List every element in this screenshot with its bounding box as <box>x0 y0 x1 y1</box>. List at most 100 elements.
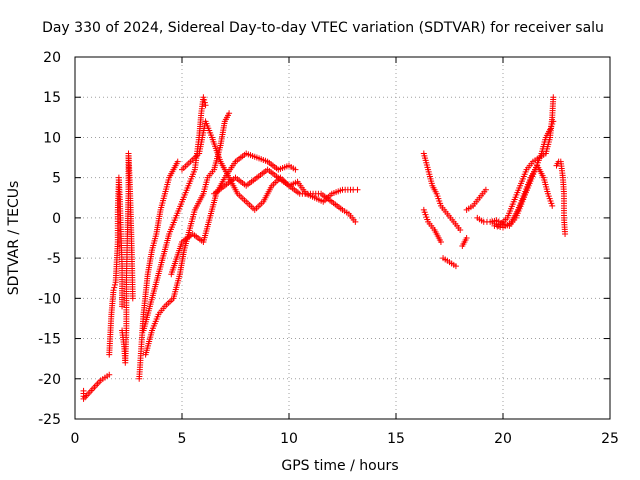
data-point-trail <box>518 168 529 187</box>
data-point-trail <box>112 241 121 284</box>
data-point <box>110 287 117 294</box>
y-tick-label: 0 <box>52 211 61 227</box>
data-point-trail <box>117 201 124 235</box>
data-point-trail <box>432 228 443 244</box>
data-point-trail <box>442 256 451 264</box>
data-point-trail <box>99 373 111 382</box>
y-tick-label: 10 <box>43 130 61 146</box>
x-tick-label: 5 <box>178 431 187 447</box>
data-point-trail <box>223 176 237 188</box>
data-point-trail <box>171 160 180 171</box>
x-tick-label: 25 <box>601 431 619 447</box>
x-tick-label: 15 <box>387 431 405 447</box>
data-point-trail <box>206 168 216 179</box>
data-point-trail <box>82 379 103 401</box>
y-axis-label: SDTVAR / TECUs <box>6 181 22 296</box>
data-point-trail <box>140 273 151 316</box>
data-point <box>549 202 556 209</box>
data-point-trail <box>452 220 462 231</box>
y-tick-label: -5 <box>47 251 61 267</box>
data-point-trail <box>543 136 553 155</box>
data-point-trail <box>158 193 168 211</box>
data-point-trail <box>212 184 227 196</box>
data-point-trail <box>111 281 118 291</box>
data-point-trail <box>255 167 269 180</box>
chart-title: Day 330 of 2024, Sidereal Day-to-day VTE… <box>42 20 604 36</box>
data-point-trail <box>136 345 145 380</box>
data-point <box>482 186 489 193</box>
data-point-trail <box>549 96 557 119</box>
data-point-trail <box>511 185 523 203</box>
data-point-trail <box>561 217 568 235</box>
x-tick-label: 10 <box>280 431 298 447</box>
data-point-trail <box>122 329 130 364</box>
data-point-trail <box>167 168 176 179</box>
data-point-trail <box>118 233 126 267</box>
data-point-trail <box>430 184 439 195</box>
data-point-trail <box>434 193 444 207</box>
data-point-trail <box>127 209 135 251</box>
data-point-trail <box>114 209 121 243</box>
data-point-trail <box>128 249 136 300</box>
y-tick-label: 5 <box>52 171 61 187</box>
data-point-trail <box>209 136 223 163</box>
data-point-trail <box>538 151 547 160</box>
data-point-trail <box>330 187 344 196</box>
x-tick-label: 20 <box>494 431 512 447</box>
data-point-trail <box>207 192 219 219</box>
data-point <box>226 110 233 117</box>
data-point-trail <box>188 209 198 227</box>
data-point-trail <box>147 281 159 308</box>
data-point-trail <box>261 184 274 203</box>
data-point-trail <box>502 220 513 230</box>
data-point-trail <box>197 192 206 203</box>
data-point <box>452 263 459 270</box>
data-point <box>550 94 557 101</box>
data-point-trail <box>560 176 567 195</box>
data-point-trail <box>245 151 258 160</box>
data-point-trail <box>319 192 334 204</box>
data-point-trail <box>234 176 248 188</box>
y-tick-label: -15 <box>38 332 61 348</box>
data-point-trail <box>522 176 533 195</box>
data-point-trail <box>471 196 481 207</box>
data-point-trail <box>426 220 436 231</box>
data-point <box>119 303 126 310</box>
y-tick-label: -20 <box>38 372 61 388</box>
data-point-trail <box>153 209 164 235</box>
data-point-trail <box>277 176 291 188</box>
data-point-trail <box>313 195 325 204</box>
data-point-trail <box>505 201 516 219</box>
data-point-trail <box>201 96 208 106</box>
data-point-trail <box>425 168 435 187</box>
data-point <box>129 295 136 302</box>
data-point-trail <box>201 176 211 195</box>
data-point-trail <box>445 212 456 223</box>
data-point-trail <box>244 200 257 212</box>
data-point-trail <box>547 116 555 139</box>
data-point <box>200 94 207 101</box>
data-point-trail <box>171 273 183 300</box>
data-point-trail <box>476 216 485 224</box>
data-point-trail <box>106 313 115 356</box>
data-point-trail <box>439 204 449 215</box>
data-point-trail <box>545 193 555 207</box>
data-point-trail <box>186 168 197 187</box>
data-point-trail <box>277 163 290 172</box>
data-point-trail <box>222 112 232 123</box>
data-point-trail <box>532 155 541 164</box>
data-point <box>437 239 444 246</box>
data-point-trail <box>421 209 431 223</box>
data-point-trail <box>299 190 311 197</box>
data-point-trail <box>310 190 322 197</box>
data-point-trail <box>149 233 159 251</box>
data-point-trail <box>191 232 205 244</box>
data-point-trail <box>535 164 546 179</box>
data-point-trail <box>160 233 172 259</box>
data-point-trail <box>163 296 175 308</box>
data-point-trail <box>347 212 357 223</box>
data-point-trail <box>558 160 566 179</box>
data-point-trail <box>141 305 153 332</box>
data-point <box>354 186 361 193</box>
